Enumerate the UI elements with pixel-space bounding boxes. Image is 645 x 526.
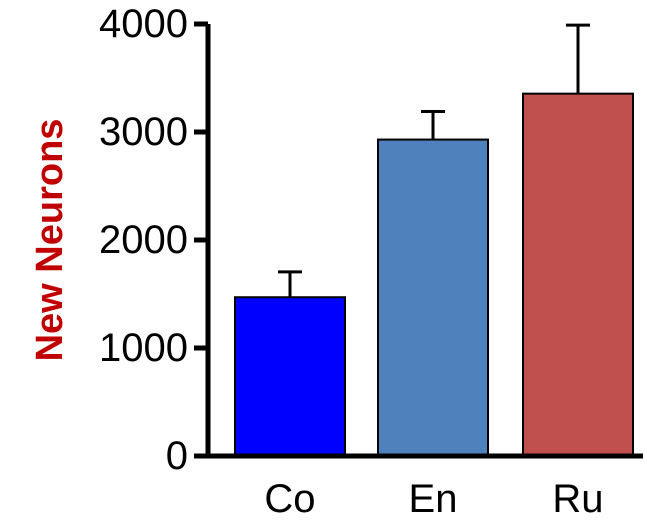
x-tick-label-co: Co — [264, 477, 315, 521]
x-tick-label-ru: Ru — [552, 477, 603, 521]
y-tick-label: 4000 — [99, 2, 188, 46]
error-bars-group — [278, 23, 590, 298]
y-tick-label: 2000 — [99, 218, 188, 262]
x-tick-label-en: En — [409, 477, 458, 521]
y-axis-label-group: New Neurons — [29, 119, 71, 362]
bar-en — [377, 138, 489, 457]
y-tick-label: 0 — [166, 434, 188, 478]
x-axis: Co En Ru — [206, 453, 643, 521]
bar-co — [234, 296, 346, 457]
bars-group — [234, 92, 634, 457]
bar-ru — [522, 92, 634, 457]
y-axis: 0 1000 2000 3000 4000 — [99, 2, 211, 478]
y-tick-label: 3000 — [99, 110, 188, 154]
y-tick-label: 1000 — [99, 326, 188, 370]
y-axis-label: New Neurons — [29, 119, 71, 362]
